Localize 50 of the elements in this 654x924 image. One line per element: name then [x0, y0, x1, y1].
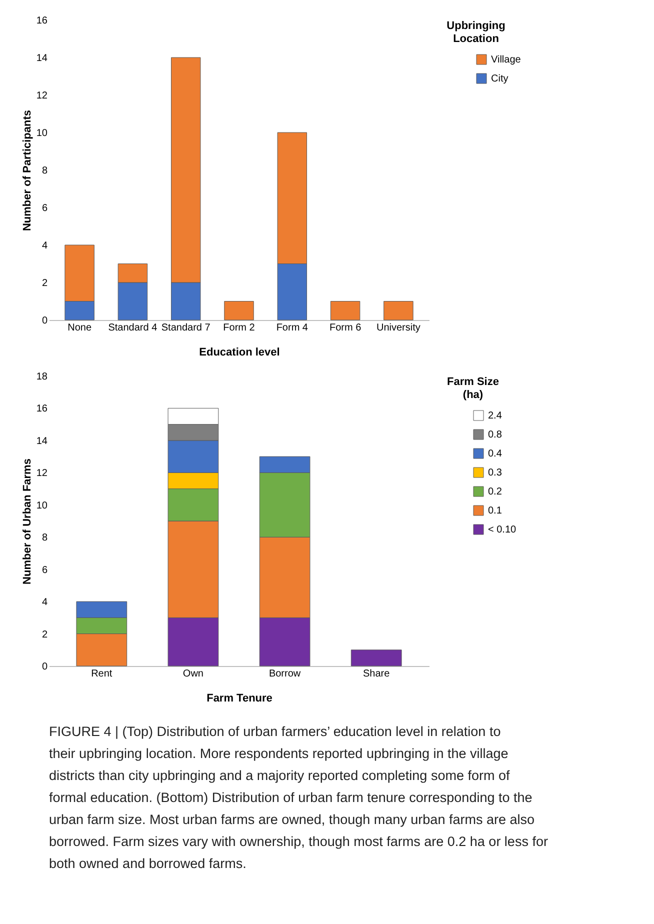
legend-label: 0.2 [488, 486, 502, 498]
x-tick-label: Form 2 [223, 322, 256, 334]
bar [350, 650, 402, 666]
bar [224, 301, 254, 320]
x-tick-label: Standard 7 [161, 322, 211, 334]
x-axis-title: Education level [199, 346, 280, 358]
y-tick-label: 16 [36, 16, 48, 26]
legend-title: Upbringing Location [446, 20, 506, 45]
legend-label: 0.4 [488, 448, 502, 460]
y-axis-title: Number of Urban Farms [21, 458, 34, 584]
y-tick-label: 8 [42, 166, 48, 176]
y-tick-label: 14 [36, 436, 48, 447]
legend-label: 2.4 [488, 410, 502, 422]
bar [330, 301, 360, 320]
y-tick-label: 12 [36, 90, 48, 102]
y-tick-label: 12 [36, 468, 48, 480]
y-tick-label: 4 [42, 597, 48, 608]
legend-title: Farm Size (ha) [447, 376, 499, 401]
legend-label: 0.3 [488, 468, 502, 478]
x-tick-label: Rent [91, 668, 112, 680]
x-tick-label: Borrow [268, 668, 302, 680]
x-axis-title: Farm Tenure [206, 692, 272, 704]
x-tick-label: Own [182, 668, 204, 680]
y-tick-label: 14 [36, 53, 48, 64]
y-tick-label: 6 [42, 564, 48, 576]
y-tick-label: 6 [42, 203, 48, 214]
x-tick-label: Form 4 [276, 322, 308, 334]
x-tick-label: Standard 4 [108, 322, 158, 334]
caption: FIGURE 4 | (Top) Distribution of urban farmers’ education level in relation to their upbringing location. More respondents reported upbringing in the village districts than city upbringing and a majority reported completing some form of formal education. (Bottom) Distribution of urban farm tenure corresponding to the urban farm size. Most urban farms are owned, though many urban farms are also borrowed. Farm sizes vary with ownership, though most farms are 0.2 ha or less for both owned and borrowed farms. [49, 724, 548, 871]
y-tick-label: 2 [42, 629, 48, 640]
y-axis-title: Number of Participants [21, 110, 34, 232]
y-tick-label: 0 [42, 662, 48, 672]
x-tick-label: None [68, 322, 92, 334]
x-tick-label: University [376, 322, 420, 334]
y-tick-label: 16 [36, 404, 48, 415]
y-tick-label: 4 [42, 240, 48, 252]
legend-label: 0.1 [488, 506, 502, 516]
legend-label: City [491, 74, 508, 84]
legend-label: < 0.10 [488, 524, 517, 536]
legend-label: Village [491, 54, 522, 66]
y-tick-label: 0 [42, 316, 48, 326]
y-tick-label: 18 [36, 372, 48, 382]
x-tick-label: Form 6 [329, 322, 362, 334]
bar [384, 301, 414, 320]
y-tick-label: 10 [36, 500, 48, 512]
y-tick-label: 8 [42, 532, 48, 544]
y-tick-label: 10 [36, 128, 48, 139]
x-tick-label: Share [363, 668, 390, 680]
y-tick-label: 2 [42, 278, 48, 289]
legend-label: 0.8 [488, 430, 502, 440]
